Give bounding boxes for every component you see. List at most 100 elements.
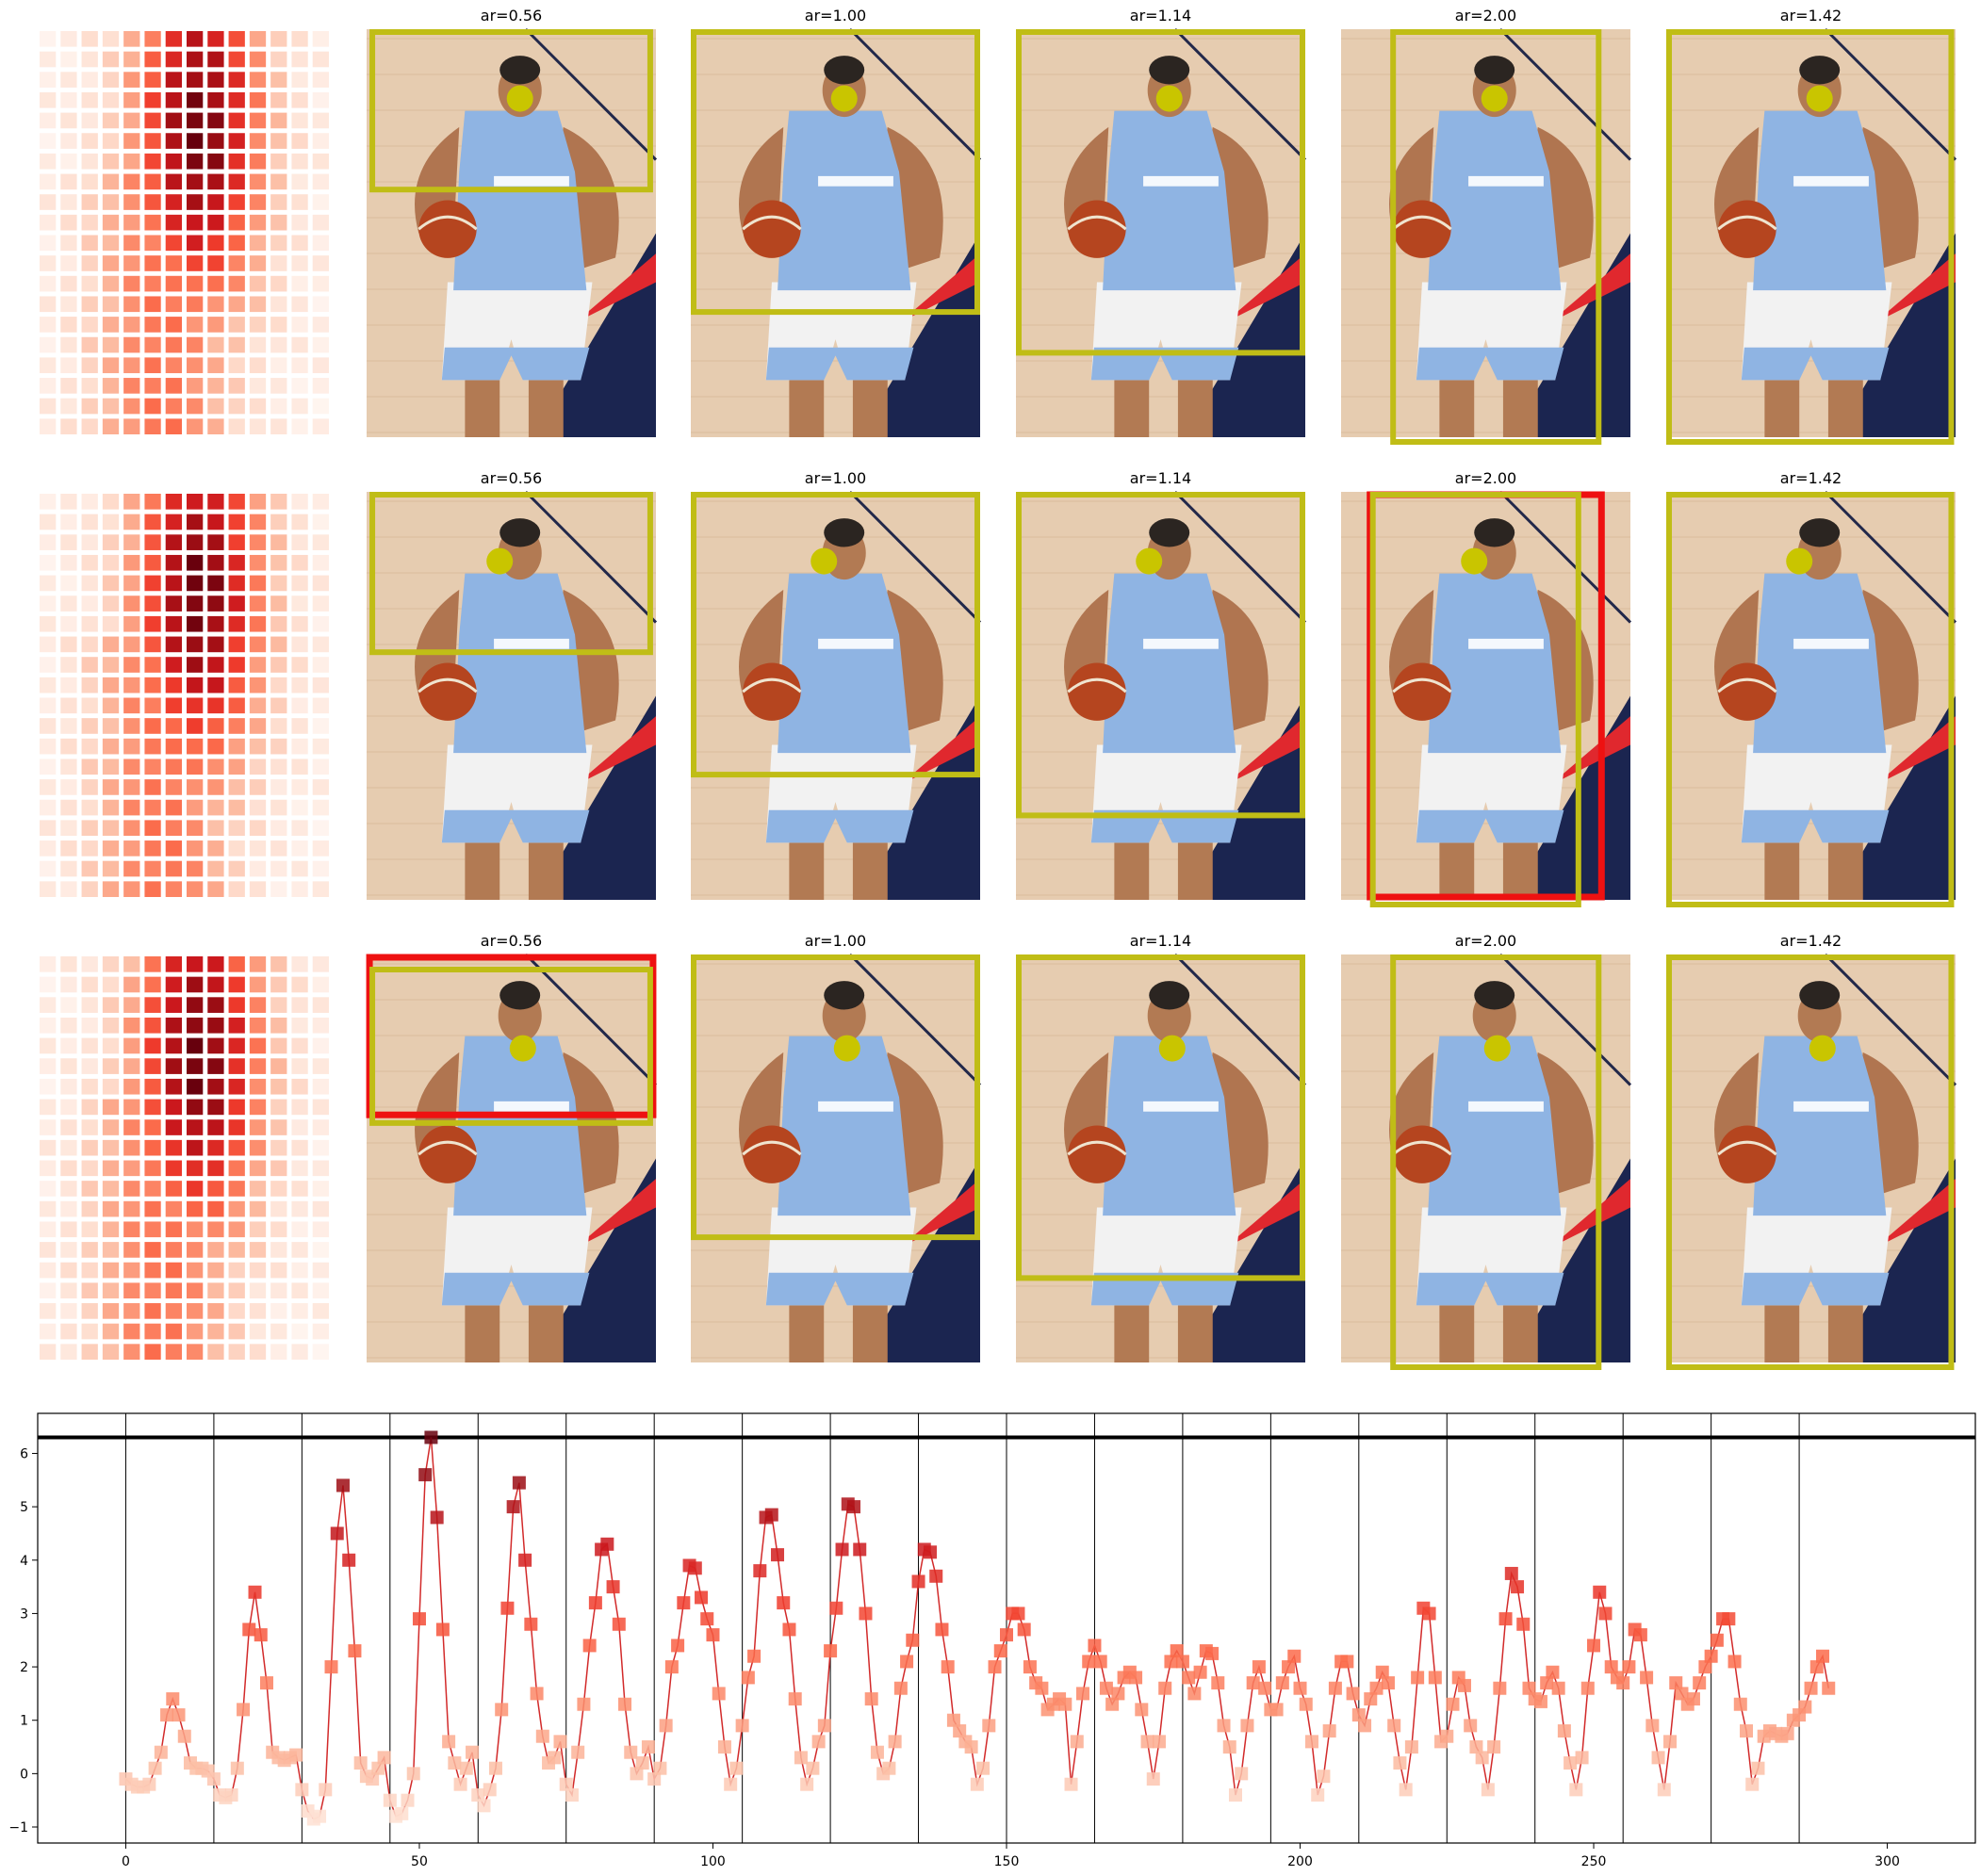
heatmap-cell (249, 317, 267, 333)
heatmap-cell (228, 275, 245, 292)
focus-point (1158, 1035, 1186, 1062)
heatmap-cell (144, 91, 161, 108)
heatmap-cell (81, 1099, 98, 1116)
data-point (900, 1655, 914, 1669)
player-photo (1016, 27, 1307, 437)
heatmap-cell (228, 514, 245, 530)
heatmap-cell (40, 91, 57, 108)
data-point (1140, 1735, 1154, 1749)
heatmap-cell (291, 595, 308, 612)
heatmap-cell (144, 738, 161, 755)
heatmap-cell (187, 860, 204, 877)
heatmap-cell (291, 398, 308, 415)
heatmap-cell (102, 91, 120, 108)
data-point (753, 1564, 767, 1578)
heatmap-cell (312, 398, 329, 415)
heatmap-cell (187, 133, 204, 149)
data-point (1304, 1735, 1318, 1749)
heatmap-cell (207, 976, 224, 993)
heatmap-cell (81, 956, 98, 972)
crop-panel (1666, 490, 1957, 909)
heatmap-cell (187, 1221, 204, 1238)
heatmap-cell (312, 357, 329, 374)
heatmap-cell (81, 534, 98, 550)
data-point (1580, 1681, 1595, 1695)
heatmap-cell (270, 194, 287, 210)
heatmap-cell (312, 31, 329, 47)
data-point (1211, 1676, 1225, 1690)
heatmap-cell (60, 418, 77, 434)
heatmap-cell (40, 956, 57, 972)
panel-title: ar=1.14 (1129, 932, 1192, 950)
data-point (1351, 1708, 1366, 1722)
heatmap-cell (207, 615, 224, 632)
heatmap-cell (291, 1303, 308, 1319)
heatmap-cell (40, 494, 57, 510)
data-point (1540, 1676, 1554, 1690)
heatmap-cell (144, 636, 161, 653)
player-photo (1666, 27, 1957, 445)
data-point (1598, 1607, 1613, 1621)
player-photo (367, 490, 658, 900)
data-point (459, 1761, 473, 1775)
heatmap-cell (249, 860, 267, 877)
heatmap-cell (249, 214, 267, 231)
heatmap-cell (207, 153, 224, 170)
heatmap-cell (144, 976, 161, 993)
heatmap-cell (123, 1221, 140, 1238)
data-point (518, 1553, 532, 1567)
heatmap-cell (165, 1037, 182, 1054)
heatmap-cell (60, 1139, 77, 1156)
heatmap-cell (60, 575, 77, 592)
heatmap-cell (144, 1160, 161, 1177)
data-point (946, 1713, 960, 1727)
heatmap-cell (207, 51, 224, 68)
heatmap-cell (60, 840, 77, 856)
heatmap-cell (312, 860, 329, 877)
heatmap-cell (81, 398, 98, 415)
data-point (1622, 1660, 1636, 1674)
data-point (906, 1633, 920, 1647)
data-point (1064, 1777, 1078, 1791)
heatmap-cell (102, 697, 120, 714)
heatmap-cell (81, 1200, 98, 1217)
player-photo (691, 953, 982, 1362)
heatmap-cell (207, 1200, 224, 1217)
heatmap-cell (228, 91, 245, 108)
data-point (1640, 1671, 1654, 1685)
heatmap-cell (187, 418, 204, 434)
heatmap-cell (312, 759, 329, 775)
data-point (206, 1772, 221, 1786)
data-point (835, 1542, 849, 1557)
heatmap-cell (40, 1181, 57, 1197)
heatmap-cell (249, 1242, 267, 1258)
data-point (618, 1697, 632, 1711)
heatmap-cell (312, 779, 329, 795)
data-point (829, 1601, 843, 1615)
heatmap-cell (60, 1344, 77, 1360)
data-point (366, 1772, 380, 1786)
heatmap-cell (187, 1017, 204, 1034)
data-point (729, 1761, 744, 1775)
heatmap-cell (102, 1200, 120, 1217)
heatmap-cell (165, 1017, 182, 1034)
heatmap-cell (40, 1119, 57, 1135)
heatmap-cell (81, 378, 98, 394)
crop-box (369, 966, 653, 1126)
data-point (1105, 1697, 1120, 1711)
crop-panel (1666, 27, 1957, 447)
heatmap-cell (60, 677, 77, 693)
heatmap-cell (207, 1160, 224, 1177)
heatmap-cell (187, 1099, 204, 1116)
heatmap-cell (187, 494, 204, 510)
heatmap-cell (60, 1200, 77, 1217)
heatmap-cell (40, 820, 57, 837)
heatmap-cell (249, 697, 267, 714)
heatmap-cell (102, 378, 120, 394)
heatmap-cell (60, 91, 77, 108)
heatmap-cell (165, 615, 182, 632)
heatmap-cell (123, 173, 140, 190)
heatmap-cell (249, 1037, 267, 1054)
heatmap-cell (40, 575, 57, 592)
heatmap-cell (270, 153, 287, 170)
